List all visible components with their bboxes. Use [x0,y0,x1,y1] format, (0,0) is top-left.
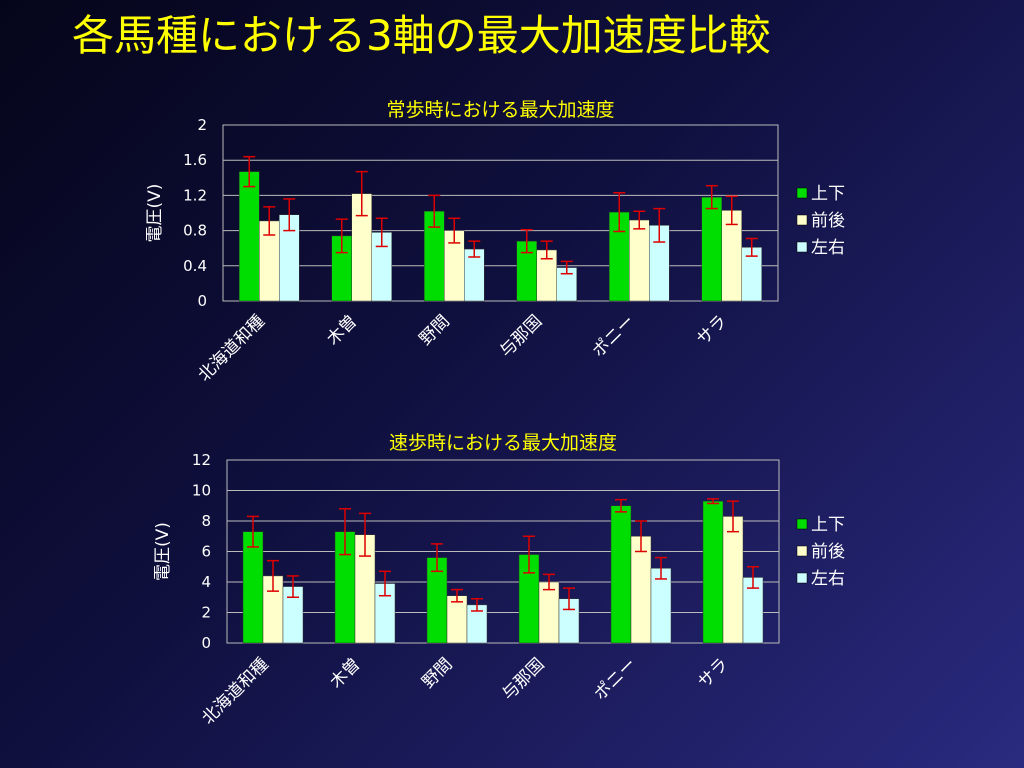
bar [610,505,632,644]
x-category-label: 北海道和種 [198,654,272,728]
chart-title: 速歩時における最大加速度 [389,432,617,454]
y-tick-label: 2 [197,116,207,134]
bar [239,171,260,302]
y-tick-label: 12 [192,451,211,469]
x-category-label: ポニー [589,311,639,361]
y-tick-label: 0.4 [183,257,207,275]
legend-label: 左右 [811,238,845,258]
bar [629,219,650,302]
y-tick-label: 1.6 [183,151,207,169]
chart-title: 常歩時における最大加速度 [386,99,614,121]
x-category-label: 野間 [416,311,454,349]
x-category-label: サラ [694,654,732,692]
legend-swatch [796,187,808,199]
x-category-label: 野間 [418,654,456,692]
x-category-label: 木曽 [326,654,364,692]
y-tick-label: 0 [197,292,207,310]
legend-label: 前後 [811,211,845,231]
x-category-label: ポニー [590,654,640,704]
slide-title: 各馬種における3軸の最大加速度比較 [72,11,771,60]
bar [242,531,264,644]
bar [538,581,560,644]
legend-swatch [796,214,808,226]
x-category-label: 木曽 [323,311,361,349]
legend-swatch [796,545,808,557]
x-category-label: サラ [693,311,731,349]
bar [722,516,744,644]
bar [701,196,722,302]
y-axis-label: 電圧(V) [145,184,165,243]
bar [630,536,652,644]
y-tick-label: 6 [201,543,211,561]
plot-area [222,124,779,302]
x-category-label: 与那国 [496,311,546,361]
bar [702,500,724,644]
bar [446,595,468,644]
y-tick-label: 2 [201,604,211,622]
y-tick-label: 10 [192,482,211,500]
legend-swatch [796,518,808,530]
y-axis-label: 電圧(V) [153,522,173,581]
y-tick-label: 8 [201,512,211,530]
legend-label: 上下 [811,515,845,535]
y-tick-label: 1.2 [183,186,207,204]
legend-label: 上下 [811,184,845,204]
x-category-label: 北海道和種 [195,311,269,385]
y-tick-label: 0.8 [183,222,207,240]
y-tick-label: 0 [201,634,211,652]
legend-swatch [796,241,808,253]
legend-label: 左右 [811,569,845,589]
x-category-label: 与那国 [498,654,548,704]
legend-label: 前後 [811,542,845,562]
legend-swatch [796,572,808,584]
y-tick-label: 4 [201,573,211,591]
